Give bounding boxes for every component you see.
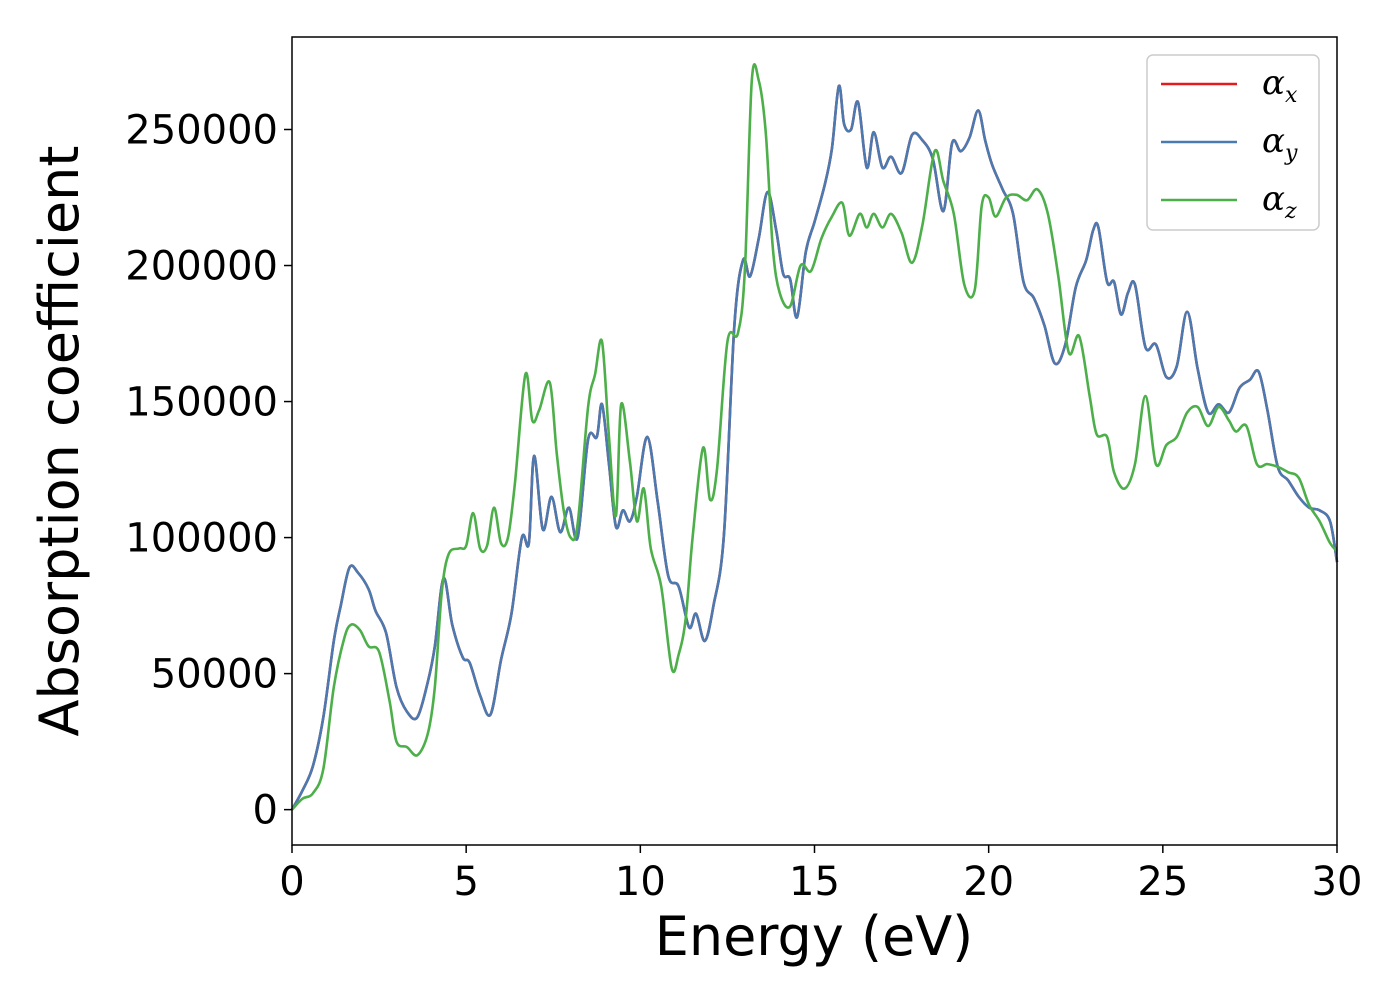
y-tick-label: 100000	[125, 516, 278, 562]
legend-label-y: αy	[1262, 121, 1298, 166]
x-axis: 0 5 10 15 20 25 30	[279, 845, 1362, 905]
x-tick-label: 30	[1312, 859, 1363, 905]
y-tick-label: 50000	[151, 652, 278, 698]
x-tick-label: 20	[963, 859, 1014, 905]
series-line-z	[291, 63, 1338, 811]
x-tick-label: 25	[1137, 859, 1188, 905]
y-axis: 0 50000 100000 150000 200000 250000	[125, 107, 292, 834]
legend-label-x: αx	[1262, 63, 1298, 108]
x-axis-title: Energy (eV)	[655, 905, 974, 968]
plot-lines	[290, 63, 1339, 811]
y-tick-label: 200000	[125, 244, 278, 290]
x-tick-label: 10	[615, 859, 666, 905]
x-tick-label: 5	[453, 859, 478, 905]
y-tick-label: 250000	[125, 107, 278, 153]
x-tick-label: 0	[279, 859, 304, 905]
series-line-y	[290, 84, 1339, 811]
x-tick-label: 15	[789, 859, 840, 905]
y-axis-title: Absorption coefficient	[28, 146, 91, 737]
legend-label-z: αz	[1262, 179, 1297, 224]
y-tick-label: 150000	[125, 380, 278, 426]
legend: αx αy αz	[1146, 54, 1320, 231]
y-tick-label: 0	[253, 788, 278, 834]
